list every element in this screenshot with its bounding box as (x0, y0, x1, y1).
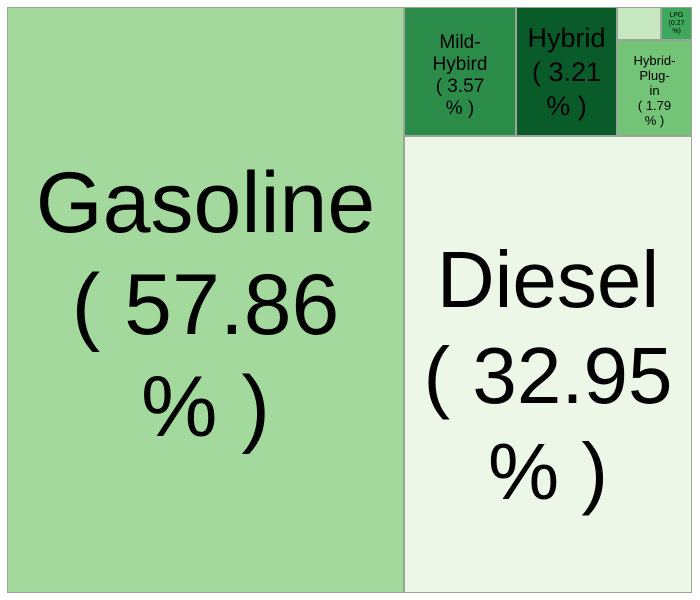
tile-gasoline-label-3: % ) (141, 359, 270, 455)
tile-lpg-label-1: LPG (669, 11, 684, 19)
tile-unlabeled (617, 7, 661, 40)
tile-mild-hybird-label-1: Mild- (439, 31, 481, 53)
tile-hybrid-label-1: Hybrid (527, 22, 606, 53)
tile-mild-hybird-label-2: Hybird (432, 53, 488, 75)
tile-diesel-label-1: Diesel (436, 234, 660, 324)
tile-plugin-label-3: in (649, 82, 660, 98)
tile-diesel-label-2: ( 32.95 (423, 330, 673, 420)
tile-plugin-label-5: % ) (644, 112, 665, 128)
tile-hybrid: Hybrid ( 3.21 % ) (516, 7, 617, 136)
tile-plugin-label-1: Hybrid- (633, 52, 676, 68)
tile-hybrid-plug-in: Hybrid- Plug- in ( 1.79 % ) (617, 40, 692, 136)
tile-hybrid-label-2: ( 3.21 (531, 56, 602, 87)
tile-diesel-label-3: % ) (488, 426, 608, 516)
tile-mild-hybird: Mild- Hybird ( 3.57 % ) (404, 7, 516, 136)
tile-hybrid-label-3: % ) (546, 90, 587, 121)
tile-diesel: Diesel ( 32.95 % ) (404, 136, 692, 593)
tile-gasoline-label-2: ( 57.86 (71, 257, 340, 353)
tile-mild-hybird-label-4: % ) (445, 97, 475, 119)
tile-gasoline-label-1: Gasoline (35, 155, 376, 251)
tile-plugin-label-4: ( 1.79 (637, 97, 672, 113)
tile-lpg: LPG (0.27 %) (661, 7, 692, 40)
tile-mild-hybird-label-3: ( 3.57 (435, 75, 485, 97)
tile-lpg-label-2: (0.27 (668, 19, 685, 27)
tile-gasoline: Gasoline ( 57.86 % ) (7, 7, 404, 593)
tile-plugin-label-2: Plug- (639, 67, 670, 83)
tile-lpg-label-3: %) (672, 27, 681, 35)
